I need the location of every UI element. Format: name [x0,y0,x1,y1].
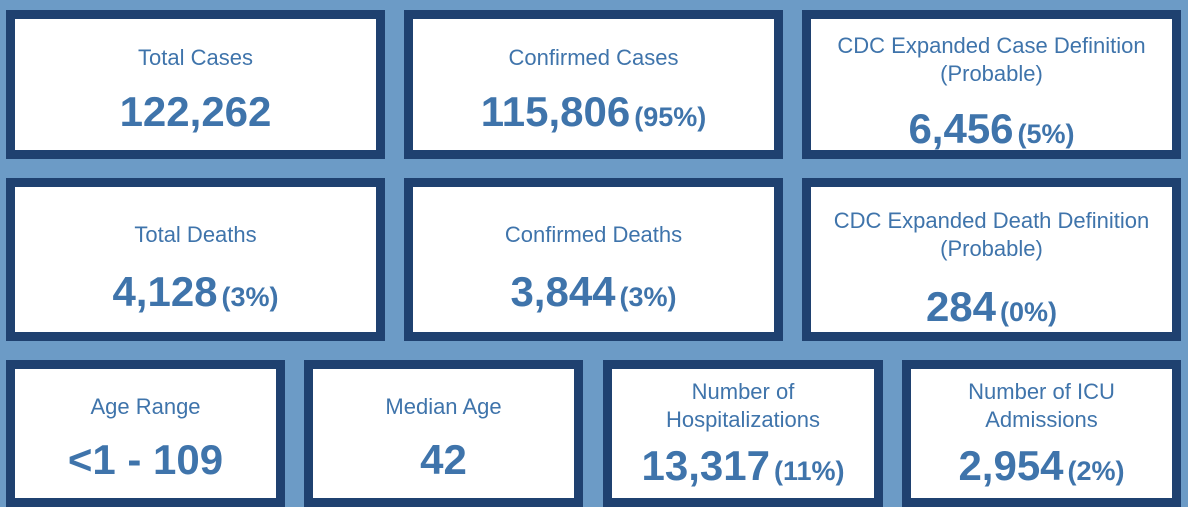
confirmed-deaths-number: 3,844 [510,268,616,315]
icu-admissions-label-line1: Number of ICU [968,379,1115,404]
age-range-card: Age Range <1 - 109 [6,360,285,507]
confirmed-deaths-label: Confirmed Deaths [504,222,683,247]
hospitalizations-card: Number of Hospitalizations 13,317 (11%) [603,360,883,507]
confirmed-cases-card: Confirmed Cases 115,806 (95%) [404,10,783,159]
median-age-label: Median Age [385,394,502,419]
median-age-value: 42 [420,436,467,484]
hospitalizations-number: 13,317 [641,442,770,489]
confirmed-cases-label: Confirmed Cases [508,45,679,70]
icu-admissions-label-line2: Admissions [985,407,1098,432]
total-cases-number: 122,262 [119,88,272,135]
confirmed-deaths-percent: (3%) [619,282,677,312]
median-age-number: 42 [420,436,467,483]
probable-cases-label-line2: (Probable) [940,61,1043,86]
probable-cases-label-line1: CDC Expanded Case Definition [837,33,1146,58]
probable-cases-value: 6,456 (5%) [908,105,1074,158]
icu-admissions-number: 2,954 [958,442,1064,489]
confirmed-deaths-card: Confirmed Deaths 3,844 (3%) [404,178,783,341]
total-deaths-value: 4,128 (3%) [112,268,278,321]
confirmed-cases-number: 115,806 [480,88,631,135]
probable-deaths-label-line2: (Probable) [940,236,1043,261]
total-cases-card: Total Cases 122,262 [6,10,385,159]
age-range-number: <1 - 109 [67,436,224,483]
age-range-label: Age Range [90,394,201,419]
probable-deaths-number: 284 [925,283,997,330]
probable-cases-percent: (5%) [1017,119,1075,149]
median-age-card: Median Age 42 [304,360,583,507]
confirmed-deaths-value: 3,844 (3%) [510,268,676,321]
total-cases-label: Total Cases [138,45,253,70]
probable-deaths-value: 284 (0%) [926,283,1057,336]
probable-deaths-label-line1: CDC Expanded Death Definition [833,208,1150,233]
age-range-value: <1 - 109 [68,436,223,484]
probable-cases-number: 6,456 [908,105,1014,152]
icu-admissions-percent: (2%) [1067,456,1125,486]
probable-deaths-label: CDC Expanded Death Definition (Probable) [834,207,1150,263]
probable-cases-card: CDC Expanded Case Definition (Probable) 6… [802,10,1181,159]
hospitalizations-percent: (11%) [773,456,845,486]
probable-cases-label: CDC Expanded Case Definition (Probable) [837,32,1145,88]
total-deaths-card: Total Deaths 4,128 (3%) [6,178,385,341]
icu-admissions-card: Number of ICU Admissions 2,954 (2%) [902,360,1181,507]
total-deaths-percent: (3%) [221,282,279,312]
total-cases-value: 122,262 [120,88,272,136]
hospitalizations-value: 13,317 (11%) [641,442,844,495]
probable-deaths-card: CDC Expanded Death Definition (Probable) … [802,178,1181,341]
icu-admissions-value: 2,954 (2%) [958,442,1124,495]
hospitalizations-label: Number of Hospitalizations [666,378,820,434]
probable-deaths-percent: (0%) [1000,297,1058,327]
confirmed-cases-percent: (95%) [634,102,707,132]
hospitalizations-label-line1: Number of [691,379,795,404]
hospitalizations-label-line2: Hospitalizations [665,407,821,432]
confirmed-cases-value: 115,806 (95%) [481,88,707,141]
icu-admissions-label: Number of ICU Admissions [968,378,1115,434]
total-deaths-label: Total Deaths [134,222,257,247]
total-deaths-number: 4,128 [112,268,218,315]
